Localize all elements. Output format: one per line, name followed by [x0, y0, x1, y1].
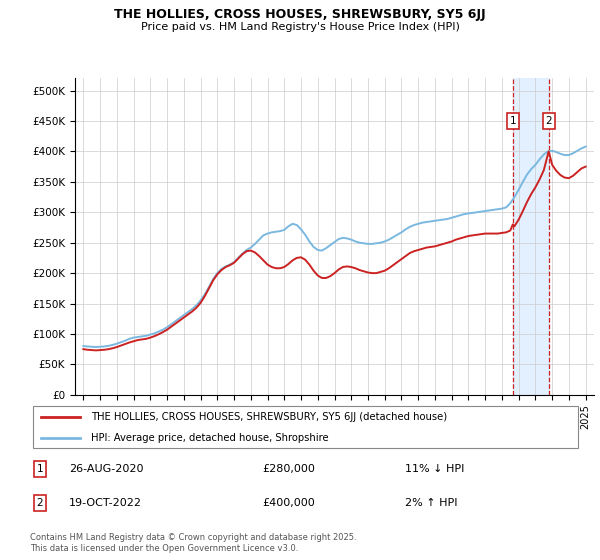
Text: 11% ↓ HPI: 11% ↓ HPI [406, 464, 465, 474]
Text: 26-AUG-2020: 26-AUG-2020 [68, 464, 143, 474]
Text: 1: 1 [37, 464, 43, 474]
Text: Price paid vs. HM Land Registry's House Price Index (HPI): Price paid vs. HM Land Registry's House … [140, 22, 460, 32]
Text: 1: 1 [509, 116, 516, 126]
Text: HPI: Average price, detached house, Shropshire: HPI: Average price, detached house, Shro… [91, 433, 328, 443]
Text: 2: 2 [545, 116, 552, 126]
Text: THE HOLLIES, CROSS HOUSES, SHREWSBURY, SY5 6JJ: THE HOLLIES, CROSS HOUSES, SHREWSBURY, S… [114, 8, 486, 21]
Text: £280,000: £280,000 [262, 464, 315, 474]
Text: 2% ↑ HPI: 2% ↑ HPI [406, 498, 458, 508]
FancyBboxPatch shape [33, 405, 578, 448]
Text: £400,000: £400,000 [262, 498, 314, 508]
Text: THE HOLLIES, CROSS HOUSES, SHREWSBURY, SY5 6JJ (detached house): THE HOLLIES, CROSS HOUSES, SHREWSBURY, S… [91, 412, 447, 422]
Text: 2: 2 [37, 498, 43, 508]
Text: Contains HM Land Registry data © Crown copyright and database right 2025.
This d: Contains HM Land Registry data © Crown c… [30, 533, 356, 553]
Text: 19-OCT-2022: 19-OCT-2022 [68, 498, 142, 508]
Bar [513, 78, 548, 395]
